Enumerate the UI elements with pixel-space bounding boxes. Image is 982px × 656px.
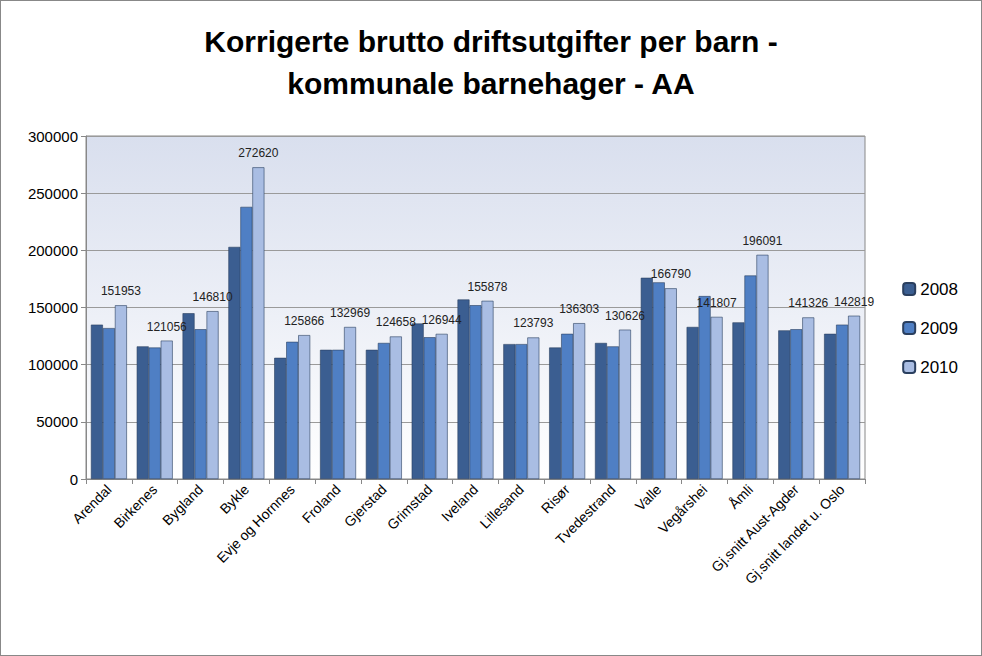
svg-text:Risør: Risør <box>538 481 573 516</box>
svg-text:Birkenes: Birkenes <box>111 481 161 531</box>
svg-text:300000: 300000 <box>28 128 78 145</box>
svg-text:272620: 272620 <box>238 146 278 160</box>
svg-text:2008: 2008 <box>920 280 958 299</box>
svg-text:250000: 250000 <box>28 185 78 202</box>
svg-text:123793: 123793 <box>513 316 553 330</box>
svg-text:166790: 166790 <box>651 267 691 281</box>
svg-text:Gj.snitt Aust-Agder: Gj.snitt Aust-Agder <box>708 481 802 575</box>
svg-text:kommunale barnehager - AA: kommunale barnehager - AA <box>287 67 694 100</box>
svg-text:196091: 196091 <box>742 234 782 248</box>
svg-text:2009: 2009 <box>920 319 958 338</box>
svg-text:Gjerstad: Gjerstad <box>341 481 390 530</box>
svg-text:Lillesand: Lillesand <box>477 481 527 531</box>
svg-text:151953: 151953 <box>101 284 141 298</box>
svg-text:141807: 141807 <box>697 296 737 310</box>
svg-text:155878: 155878 <box>467 280 507 294</box>
svg-text:Bygland: Bygland <box>159 481 206 528</box>
svg-text:Evje og Hornnes: Evje og Hornnes <box>213 481 297 565</box>
svg-text:Froland: Froland <box>299 481 344 526</box>
svg-text:200000: 200000 <box>28 242 78 259</box>
svg-text:Arendal: Arendal <box>69 481 114 526</box>
svg-text:Korrigerte brutto driftsutgift: Korrigerte brutto driftsutgifter per bar… <box>204 25 777 58</box>
svg-text:136303: 136303 <box>559 302 599 316</box>
svg-text:Grimstad: Grimstad <box>384 481 435 532</box>
svg-text:Gj.snitt landet u. Oslo: Gj.snitt landet u. Oslo <box>742 481 848 587</box>
svg-text:Åmli: Åmli <box>726 481 757 512</box>
svg-text:Vegårshei: Vegårshei <box>655 481 710 536</box>
svg-text:142819: 142819 <box>834 295 874 309</box>
svg-text:Valle: Valle <box>632 481 665 514</box>
svg-text:Bykle: Bykle <box>217 481 253 517</box>
svg-text:132969: 132969 <box>330 306 370 320</box>
svg-text:50000: 50000 <box>36 413 78 430</box>
svg-text:124658: 124658 <box>376 315 416 329</box>
svg-text:150000: 150000 <box>28 299 78 316</box>
svg-text:130626: 130626 <box>605 309 645 323</box>
svg-text:Iveland: Iveland <box>438 481 481 524</box>
svg-text:141326: 141326 <box>788 296 828 310</box>
svg-text:2010: 2010 <box>920 358 958 377</box>
svg-text:Tvedestrand: Tvedestrand <box>552 481 618 547</box>
svg-text:0: 0 <box>70 471 78 488</box>
svg-text:100000: 100000 <box>28 356 78 373</box>
svg-text:121056: 121056 <box>147 320 187 334</box>
svg-text:125866: 125866 <box>284 314 324 328</box>
svg-text:146810: 146810 <box>193 290 233 304</box>
svg-text:126944: 126944 <box>422 313 462 327</box>
